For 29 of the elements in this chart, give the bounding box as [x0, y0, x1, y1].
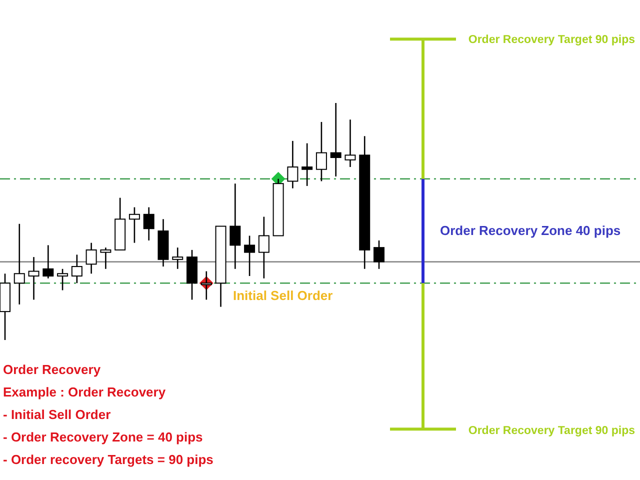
candlestick — [14, 223, 25, 306]
candlestick — [86, 242, 97, 274]
candlestick — [302, 142, 313, 187]
candlestick — [244, 235, 256, 277]
candlestick — [230, 182, 241, 270]
text: Order Recovery Target 90 pips — [468, 34, 635, 46]
candlestick — [28, 256, 40, 300]
text: - Order recovery Targets = 90 pips — [3, 452, 214, 467]
candlestick — [344, 118, 356, 168]
candlestick — [287, 140, 298, 189]
text: Order Recovery — [3, 362, 102, 377]
candlestick — [57, 268, 68, 291]
text: - Initial Sell Order — [3, 407, 111, 422]
candlestick — [100, 246, 112, 270]
candlestick — [200, 270, 212, 300]
text: Order Recovery Zone 40 pips — [440, 222, 621, 238]
text: Order Recovery Target 90 pips — [468, 425, 635, 438]
candlestick — [172, 246, 184, 270]
candlestick — [42, 244, 54, 280]
candlestick — [143, 206, 154, 242]
candlestick — [258, 216, 270, 280]
candlestick — [374, 240, 384, 270]
candlestick — [71, 254, 82, 284]
text: Example : Order Recovery — [3, 384, 166, 400]
candlestick — [128, 206, 140, 244]
candlestick — [316, 121, 327, 182]
text: - Order Recovery Zone = 40 pips — [3, 430, 203, 444]
candlestick — [330, 102, 342, 178]
ref-line-label: Initial Sell Order — [233, 288, 333, 304]
